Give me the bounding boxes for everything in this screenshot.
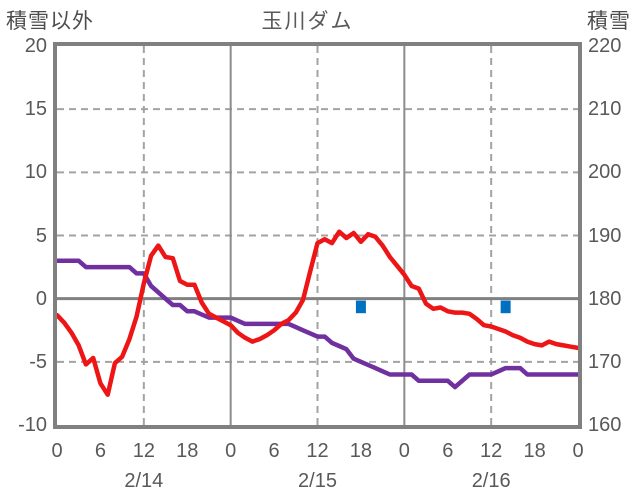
x-axis-tick: 6: [94, 440, 106, 462]
left-axis-title: 積雪以外: [6, 10, 94, 33]
date-label: 2/14: [124, 470, 164, 492]
left-axis-tick: 15: [24, 98, 47, 121]
x-axis-tick: 18: [349, 440, 373, 462]
right-axis-tick: 180: [588, 287, 622, 310]
left-axis-tick: 10: [24, 161, 47, 184]
right-axis-tick: 220: [588, 35, 622, 57]
right-axis-tick: 210: [588, 98, 622, 121]
blue-bar: [355, 300, 366, 314]
x-axis-tick: 12: [132, 440, 155, 462]
left-axis-tick: -10: [18, 414, 47, 436]
left-axis-tick: 5: [35, 224, 47, 247]
right-axis-tick: 160: [588, 414, 622, 436]
x-axis-tick: 6: [442, 440, 454, 462]
x-axis-tick: 0: [51, 440, 63, 462]
plot-svg: [57, 46, 578, 425]
left-axis-tick: 20: [24, 35, 47, 57]
x-axis-tick: 18: [176, 440, 199, 462]
right-axis-title: 積雪: [587, 10, 631, 33]
x-axis-tick: 12: [306, 440, 329, 462]
date-label: 2/16: [471, 470, 511, 492]
x-axis-tick: 12: [480, 440, 503, 462]
right-axis-tick: 190: [588, 224, 622, 247]
temperature-line: [57, 229, 578, 397]
x-axis-tick: 18: [523, 440, 546, 462]
x-axis-tick: 0: [572, 440, 584, 462]
right-axis-tick: 170: [588, 350, 622, 373]
plot-area: [53, 42, 582, 429]
x-axis-tick: 6: [268, 440, 280, 462]
chart-title: 玉川ダム: [261, 10, 354, 33]
left-axis-tick: -5: [29, 350, 47, 373]
blue-bar: [500, 300, 511, 314]
date-label: 2/15: [298, 470, 337, 492]
left-axis-tick: 0: [35, 287, 47, 310]
right-axis-tick: 200: [588, 161, 622, 184]
snow-depth-line: [57, 258, 578, 390]
x-axis-tick: 0: [225, 440, 237, 462]
x-axis-tick: 0: [398, 440, 410, 462]
